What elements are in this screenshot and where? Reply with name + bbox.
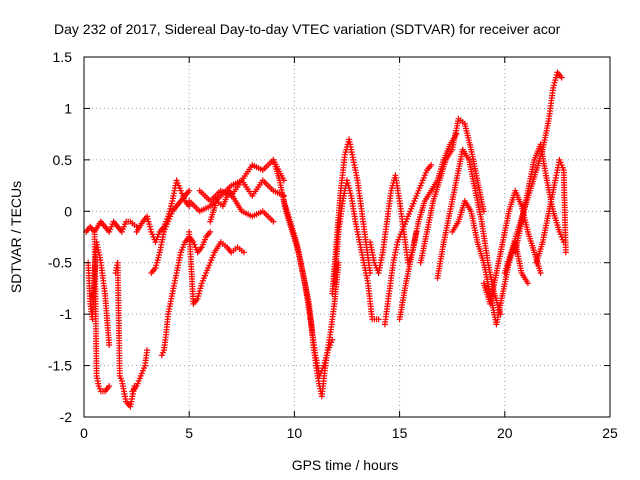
series-markers: [381, 162, 435, 328]
series-markers: [331, 177, 382, 323]
series-markers: [83, 218, 140, 235]
y-tick-label: -1.5: [48, 358, 72, 374]
series-track-3: [91, 228, 113, 395]
series-markers: [449, 198, 531, 328]
series-track-9: [186, 228, 247, 307]
x-tick-label: 10: [287, 425, 303, 441]
series-markers: [207, 187, 277, 225]
y-tick-label: 0.5: [53, 152, 73, 168]
x-tick-label: 5: [185, 425, 193, 441]
y-axis-label: SDTVAR / TECUs: [8, 181, 24, 293]
series-track-4: [112, 259, 138, 410]
series-markers: [196, 177, 287, 204]
y-tick-label: 1: [64, 100, 72, 116]
series-track-22: [449, 198, 531, 328]
series-track-26: [533, 156, 569, 266]
series-track-14: [280, 198, 342, 400]
y-tick-label: -1: [60, 306, 73, 322]
series-track-20: [417, 115, 487, 266]
y-tick-label: 0: [64, 203, 72, 219]
series-track-16: [331, 177, 382, 323]
series-markers: [186, 228, 247, 307]
series-markers: [280, 198, 342, 400]
series-markers: [158, 228, 214, 359]
series-markers: [480, 187, 544, 307]
series-markers: [91, 228, 113, 395]
x-tick-label: 25: [602, 425, 618, 441]
x-tick-label: 20: [497, 425, 513, 441]
x-axis-label: GPS time / hours: [292, 457, 399, 473]
series-track-18: [381, 162, 435, 328]
series-markers: [112, 259, 138, 410]
series-markers: [533, 156, 569, 266]
series-track-5: [129, 347, 151, 395]
y-tick-label: -0.5: [48, 255, 72, 271]
series-track-12: [207, 187, 277, 225]
series-track-23: [480, 187, 544, 307]
series-track-1: [83, 218, 140, 235]
x-tick-label: 15: [392, 425, 408, 441]
data-series: [83, 69, 569, 410]
series-markers: [434, 146, 504, 318]
x-tick-label: 0: [80, 425, 88, 441]
series-track-7: [148, 187, 193, 276]
series-markers: [148, 187, 193, 276]
y-tick-label: 1.5: [53, 49, 73, 65]
series-markers: [417, 115, 487, 266]
chart-title: Day 232 of 2017, Sidereal Day-to-day VTE…: [54, 21, 561, 37]
y-tick-label: -2: [60, 409, 73, 425]
series-track-21: [434, 146, 504, 318]
series-markers: [129, 347, 151, 395]
series-track-8: [158, 228, 214, 359]
axes: 0 5 10 15 20 25 -2 -1.5 -1 -0.5 0 0.5 1 1.5: [48, 49, 618, 441]
plot-frame: [83, 56, 611, 418]
series-track-11: [196, 177, 287, 204]
